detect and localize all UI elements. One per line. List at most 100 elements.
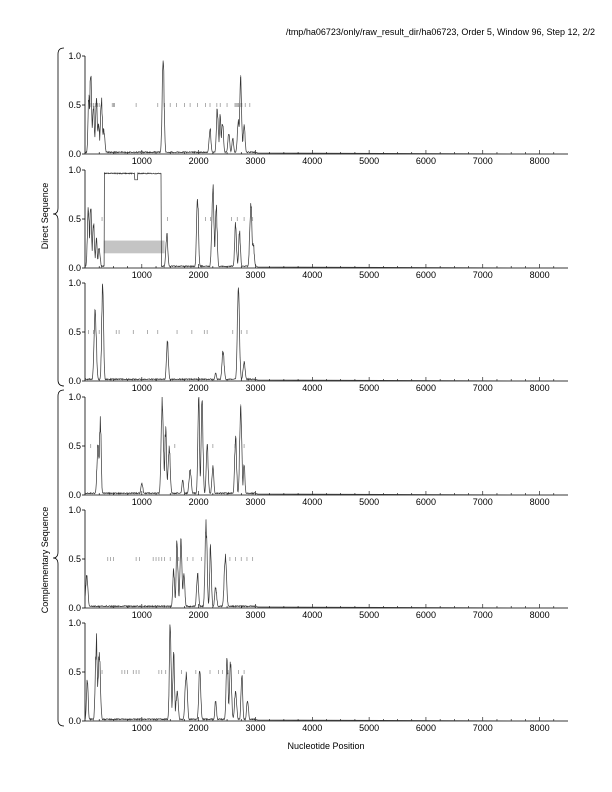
y-tick-label: 0.0 — [68, 716, 81, 726]
peak-point — [86, 681, 88, 683]
peak-point — [238, 287, 239, 289]
highlight-band — [103, 240, 165, 254]
x-tick-label: 2000 — [189, 610, 209, 620]
peak-point — [215, 588, 217, 589]
peak-point — [210, 543, 211, 545]
x-tick-label: 4000 — [302, 610, 322, 620]
x-tick-label: 5000 — [359, 610, 379, 620]
x-tick-label: 2000 — [189, 497, 209, 507]
peak-point — [95, 642, 97, 643]
series-line — [84, 519, 569, 609]
peak-point — [180, 539, 182, 540]
peak-point — [90, 77, 92, 78]
x-tick-label: 6000 — [416, 610, 436, 620]
peak-point — [185, 671, 187, 673]
peak-point — [228, 134, 230, 135]
peak-point — [165, 426, 167, 427]
x-tick-label: 4000 — [302, 383, 322, 393]
x-tick-label: 1000 — [132, 497, 152, 507]
peak-point — [88, 210, 89, 212]
x-tick-label: 6000 — [416, 723, 436, 733]
peak-point — [199, 671, 201, 673]
x-tick-label: 7000 — [473, 723, 493, 733]
series-line — [84, 283, 569, 382]
group-label-direct: Direct Sequence — [40, 183, 50, 250]
x-tick-label: 1000 — [132, 270, 152, 280]
peak-point — [189, 470, 191, 471]
panel-2: 0.0 0.5 1.0 1000 2000 3000 4000 5000 6000 7000 800… — [68, 165, 569, 280]
peak-point — [222, 353, 224, 354]
x-tick-label: 3000 — [245, 270, 265, 280]
peak-point — [161, 406, 163, 408]
peak-point — [93, 109, 94, 111]
peak-point — [216, 109, 218, 111]
bracket-complementary — [52, 389, 65, 727]
y-tick-label: 0.0 — [68, 490, 81, 500]
peak-point — [97, 445, 99, 447]
peak-point — [222, 124, 223, 125]
x-tick-label: 5000 — [359, 383, 379, 393]
series-line — [84, 171, 569, 269]
x-tick-label: 2000 — [189, 270, 209, 280]
peak-point — [173, 652, 175, 653]
panel-4: 0.0 0.5 1.0 1000 2000 3000 4000 5000 6000 7000 800… — [68, 392, 569, 507]
panels: 0.0 0.5 1.0 1000 2000 3000 4000 5000 6000 7000 800… — [68, 51, 569, 733]
x-tick-label: 4000 — [302, 723, 322, 733]
x-tick-label: 3000 — [245, 723, 265, 733]
x-tick-label: 4000 — [302, 270, 322, 280]
x-tick-label: 2000 — [189, 383, 209, 393]
peak-point — [206, 445, 208, 447]
peak-point — [166, 341, 168, 343]
peak-point — [252, 243, 254, 244]
y-tick-label: 0.0 — [68, 263, 81, 273]
y-tick-label: 1.0 — [68, 505, 81, 515]
peak-point — [238, 119, 239, 121]
x-tick-label: 5000 — [359, 723, 379, 733]
y-tick-label: 1.0 — [68, 392, 81, 402]
x-tick-label: 6000 — [416, 383, 436, 393]
series-line — [84, 61, 569, 155]
x-tick-label: 4000 — [302, 156, 322, 166]
panel-3: 0.0 0.5 1.0 1000 2000 3000 4000 5000 6000 7000 800… — [68, 278, 569, 393]
x-tick-label: 6000 — [416, 270, 436, 280]
x-tick-label: 5000 — [359, 270, 379, 280]
peak-point — [243, 465, 245, 466]
panel-5: 0.0 0.5 1.0 1000 2000 3000 4000 5000 6000 7000 800… — [68, 505, 569, 620]
peak-point — [162, 60, 164, 62]
peak-point — [215, 372, 217, 374]
x-tick-label: 7000 — [473, 270, 493, 280]
x-axis-label: Nucleotide Position — [287, 741, 364, 751]
x-tick-label: 1000 — [132, 156, 152, 166]
peak-point — [183, 573, 185, 575]
x-tick-label: 8000 — [530, 610, 550, 620]
peak-point — [243, 124, 245, 125]
peak-point — [197, 199, 198, 200]
y-tick-label: 0.0 — [68, 149, 81, 159]
peak-point — [176, 691, 178, 692]
peak-point — [98, 248, 100, 249]
peak-point — [102, 285, 104, 287]
x-tick-label: 6000 — [416, 497, 436, 507]
peak-point — [182, 479, 184, 481]
panel-6: 0.0 0.5 1.0 1000 2000 3000 4000 5000 6000 7000 800… — [68, 618, 569, 733]
peak-point — [173, 568, 175, 570]
y-tick-label: 1.0 — [68, 618, 81, 628]
peak-point — [224, 553, 226, 555]
peak-point — [241, 676, 243, 678]
x-tick-label: 3000 — [245, 156, 265, 166]
series-line — [84, 624, 569, 722]
peak-point — [250, 206, 252, 208]
x-tick-label: 1000 — [132, 383, 152, 393]
peak-point — [212, 465, 214, 466]
x-tick-label: 2000 — [189, 723, 209, 733]
peak-point — [219, 116, 221, 118]
peak-point — [247, 701, 248, 702]
bracket-direct — [52, 47, 65, 387]
peak-point — [86, 576, 88, 578]
peak-point — [101, 102, 102, 104]
group-bracket-direct: Direct Sequence — [40, 47, 65, 387]
group-bracket-complementary: Complementary Sequence — [40, 389, 65, 727]
x-tick-label: 7000 — [473, 610, 493, 620]
y-tick-label: 0.5 — [68, 554, 81, 564]
